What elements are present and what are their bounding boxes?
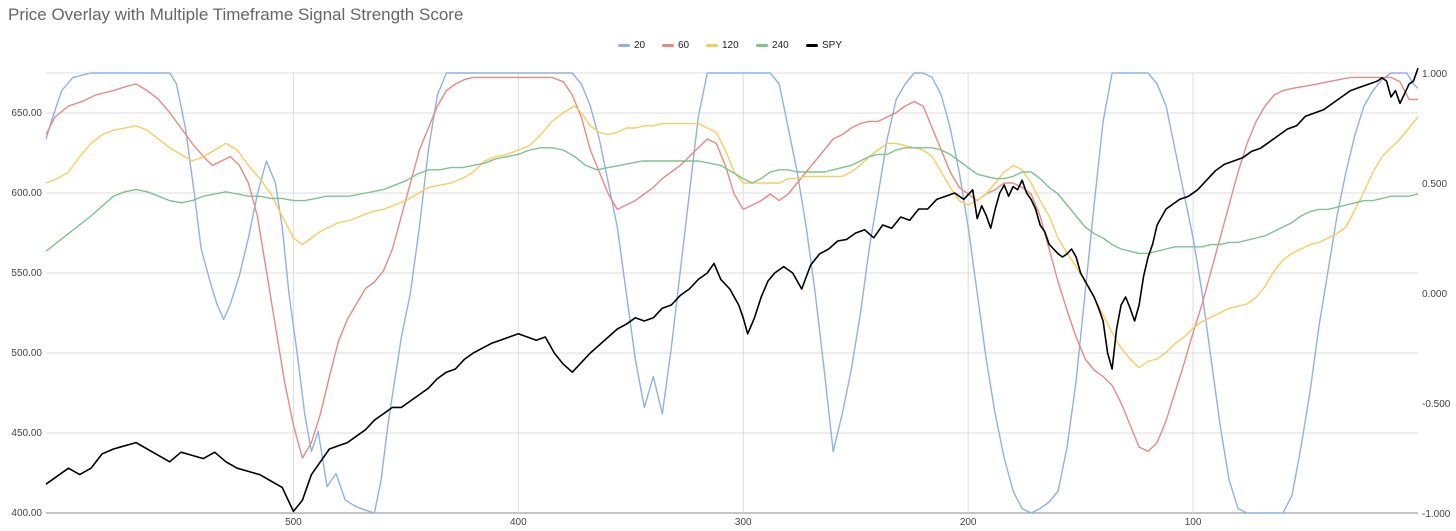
legend-label: 60 bbox=[678, 40, 690, 51]
legend-swatch bbox=[806, 44, 818, 47]
legend: 20 60 120 240 SPY bbox=[618, 40, 842, 51]
left-tick-label: 500.00 bbox=[11, 348, 42, 359]
left-tick-label: 400.00 bbox=[11, 508, 42, 519]
series-line-120 bbox=[45, 105, 1419, 369]
bottom-tick-label: 200 bbox=[960, 517, 977, 528]
left-tick-label: 600.00 bbox=[11, 188, 42, 199]
legend-swatch bbox=[756, 44, 768, 47]
series-line-60 bbox=[45, 76, 1418, 459]
right-tick-label: 1.000 bbox=[1422, 69, 1447, 80]
series-line-spy bbox=[45, 67, 1419, 513]
left-axis: 400.00 450.00 500.00 550.00 600.00 650.00 bbox=[11, 108, 42, 519]
series-line-240 bbox=[45, 147, 1419, 255]
right-tick-label: 0.500 bbox=[1422, 179, 1447, 190]
bottom-tick-label: 500 bbox=[285, 517, 302, 528]
bottom-axis: 500 400 300 200 100 bbox=[285, 517, 1202, 528]
right-tick-label: -1.000 bbox=[1422, 509, 1451, 520]
grid-lines bbox=[46, 72, 1418, 514]
legend-swatch bbox=[706, 44, 718, 47]
chart-title: Price Overlay with Multiple Timeframe Si… bbox=[8, 5, 464, 24]
right-tick-label: 0.000 bbox=[1422, 289, 1447, 300]
legend-label: 240 bbox=[772, 40, 789, 51]
legend-label: SPY bbox=[822, 40, 842, 51]
series-lines bbox=[45, 67, 1419, 514]
bottom-tick-label: 300 bbox=[735, 517, 752, 528]
series-line-20 bbox=[45, 72, 1419, 514]
legend-swatch bbox=[618, 44, 630, 47]
right-axis: -1.000 -0.500 0.000 0.500 1.000 bbox=[1422, 69, 1451, 520]
legend-label: 120 bbox=[722, 40, 739, 51]
left-tick-label: 550.00 bbox=[11, 268, 42, 279]
left-tick-label: 450.00 bbox=[11, 428, 42, 439]
bottom-tick-label: 100 bbox=[1185, 517, 1202, 528]
legend-label: 20 bbox=[634, 40, 646, 51]
left-tick-label: 650.00 bbox=[11, 108, 42, 119]
bottom-tick-label: 400 bbox=[510, 517, 527, 528]
right-tick-label: -0.500 bbox=[1422, 399, 1451, 410]
legend-swatch bbox=[662, 44, 674, 47]
